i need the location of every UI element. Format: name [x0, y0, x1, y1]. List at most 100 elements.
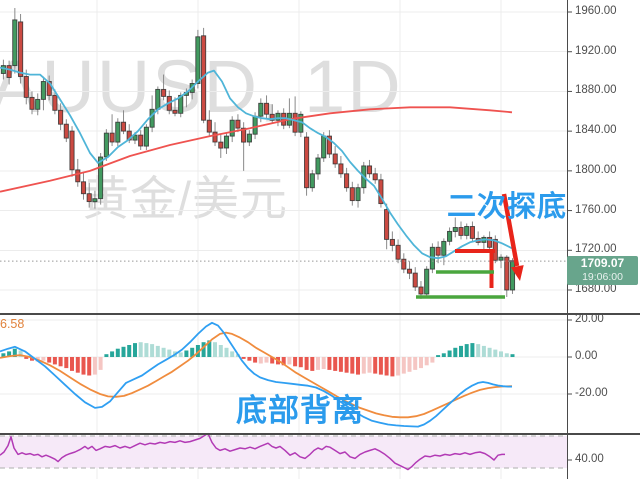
bull-candle — [441, 240, 447, 256]
bear-candle — [58, 109, 64, 125]
axis-tick-label: 1920.00 — [575, 44, 617, 57]
slow-ma-line — [0, 106, 513, 193]
macd-bar — [75, 357, 80, 373]
macd-bar — [287, 357, 292, 365]
bull-candle — [309, 173, 315, 189]
macd-bar — [464, 344, 469, 357]
macd-bar — [144, 343, 149, 357]
bear-candle — [401, 258, 407, 270]
bear-candle — [504, 256, 510, 291]
macd-bar — [213, 342, 217, 357]
bull-candle — [40, 81, 46, 100]
macd-bar — [390, 357, 395, 377]
macd-bar — [493, 349, 498, 357]
bull-candle — [246, 133, 252, 143]
macd-bar — [98, 357, 103, 370]
macd-bar — [510, 354, 515, 357]
rsi-line — [0, 432, 505, 471]
macd-bar — [133, 343, 137, 357]
instrument-name-watermark: 黄金/美元 — [82, 172, 289, 225]
macd-bar — [52, 357, 57, 365]
price-axis[interactable]: 1960.00 1920.00 1880.00 1840.00 1800.00 1760.… — [573, 0, 639, 479]
bear-candle — [458, 227, 464, 236]
macd-bar — [241, 357, 246, 359]
macd-bar — [356, 357, 360, 375]
axis-tick-label: 40.00 — [575, 453, 604, 465]
macd-bar — [310, 357, 315, 371]
bull-candle — [424, 268, 430, 295]
bear-candle — [75, 169, 81, 183]
bear-candle — [218, 141, 224, 149]
macd-bar — [293, 357, 298, 367]
bull-candle — [447, 230, 453, 242]
macd-bar — [419, 357, 423, 369]
bear-candle — [326, 135, 332, 155]
bear-candle — [389, 238, 395, 246]
macd-bar — [247, 357, 252, 361]
moving-averages-layer — [0, 66, 513, 260]
bear-candle — [378, 179, 384, 205]
bear-candle — [235, 119, 241, 129]
bull-candle — [252, 115, 258, 135]
macd-bar — [333, 357, 338, 371]
macd-bar — [424, 357, 429, 366]
candle-countdown-time: 19:06:00 — [582, 271, 623, 283]
bull-candle — [509, 260, 516, 291]
macd-bar — [127, 345, 132, 357]
bear-candle — [212, 131, 218, 143]
bear-candle — [487, 236, 493, 248]
macd-signal-line — [0, 331, 513, 419]
bull-candle — [195, 36, 201, 84]
bear-candle — [161, 88, 167, 97]
macd-histogram-layer — [1, 340, 515, 377]
annotation-double-bottom-text: 二次探底 — [447, 191, 568, 223]
bear-candle — [344, 173, 350, 189]
axis-tick-label: 0.00 — [575, 350, 598, 362]
macd-bar — [316, 357, 320, 370]
macd-bar — [361, 357, 366, 374]
macd-bar — [207, 340, 212, 357]
bear-candle — [52, 94, 58, 111]
bear-candle — [412, 272, 418, 288]
bear-candle — [120, 121, 127, 132]
macd-bar — [453, 347, 458, 358]
macd-indicator-value: 6.58 — [0, 317, 25, 331]
bull-candle — [155, 88, 161, 110]
bull-candle — [103, 132, 109, 158]
axis-tick-label: 1840.00 — [575, 124, 617, 137]
macd-bar — [81, 357, 86, 375]
macd-bar — [218, 345, 223, 357]
bull-candle — [149, 108, 155, 128]
drawing-annotations-layer — [416, 193, 524, 299]
bear-candle — [406, 268, 413, 274]
bear-candle — [384, 209, 390, 240]
macd-bar — [190, 347, 195, 358]
macd-bar — [407, 357, 412, 372]
macd-bar — [270, 357, 275, 364]
macd-bar — [178, 352, 183, 357]
axis-tick-label: 1720.00 — [575, 243, 617, 256]
bull-candle — [258, 102, 264, 117]
macd-bar — [150, 344, 155, 357]
macd-bar — [18, 350, 23, 357]
bear-candle — [69, 130, 75, 171]
red-down-arrow-shaft — [501, 193, 520, 267]
bull-candle — [452, 227, 458, 232]
macd-bar — [413, 357, 418, 370]
axis-tick-label: 1960.00 — [575, 5, 617, 17]
bear-candle — [418, 286, 424, 295]
macd-bar — [298, 357, 303, 368]
axis-tick-label: -20.00 — [575, 387, 608, 399]
bear-candle — [366, 165, 373, 175]
macd-bar — [7, 351, 12, 357]
macd-bar — [224, 347, 229, 358]
macd-bar — [12, 348, 17, 357]
bull-candle — [223, 135, 230, 149]
macd-bar — [258, 357, 263, 364]
bull-candle — [98, 156, 104, 200]
bull-candle — [132, 134, 138, 141]
bear-candle — [435, 246, 441, 256]
bear-candle — [23, 76, 29, 98]
